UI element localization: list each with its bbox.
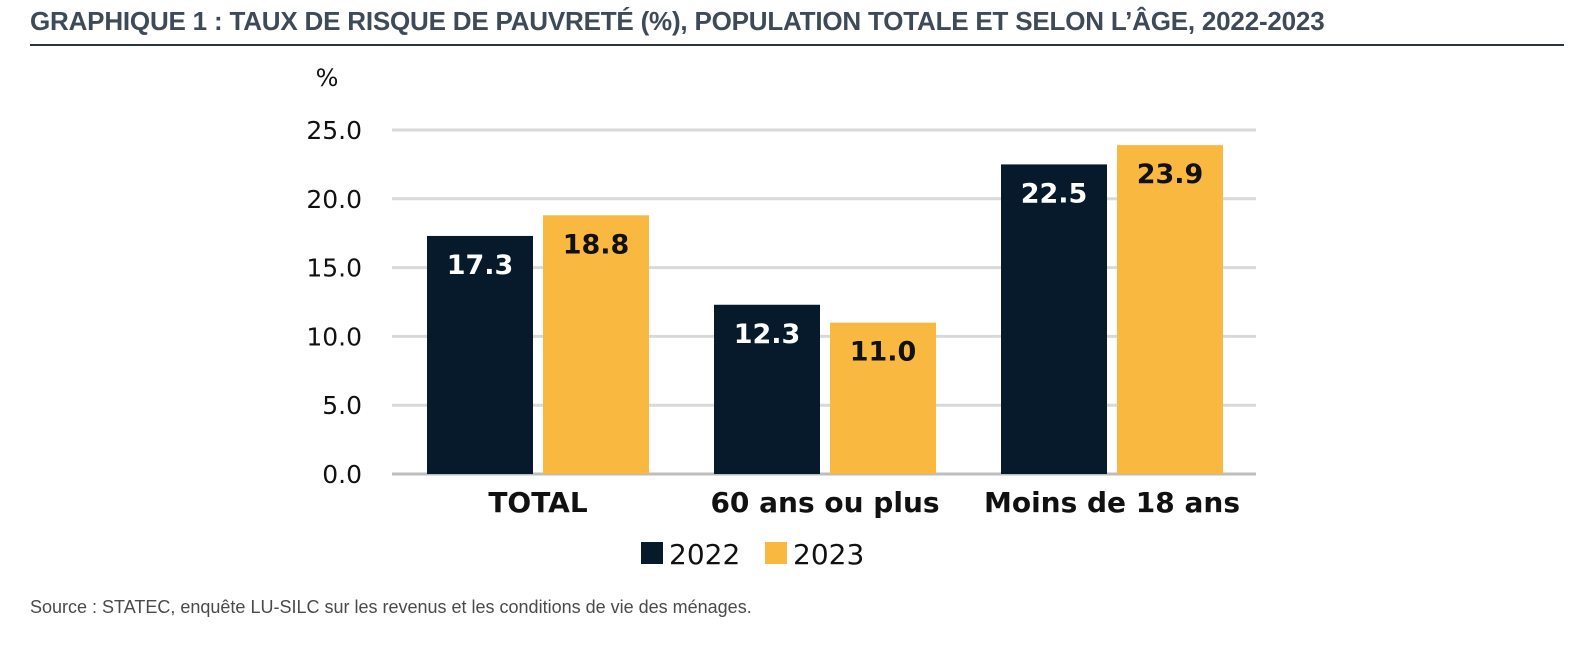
legend: 2022 2023 <box>641 538 864 571</box>
bar-chart: % 0.0 5.0 10.0 15.0 20.0 25.0 17.3 18.8 12.3 11.0… <box>306 64 1256 571</box>
x-category-label: 60 ans ou plus <box>710 486 939 519</box>
title-rule <box>30 44 1564 46</box>
x-category-label: Moins de 18 ans <box>984 486 1240 519</box>
legend-label: 2022 <box>669 538 740 571</box>
data-label: 22.5 <box>1021 178 1088 209</box>
bar-2022-2 <box>1001 164 1107 474</box>
legend-label: 2023 <box>793 538 864 571</box>
data-label: 12.3 <box>734 319 801 350</box>
bar-2023-2 <box>1117 145 1223 475</box>
data-label: 17.3 <box>447 250 514 281</box>
y-axis-unit-label: % <box>316 64 339 92</box>
bar-2023-1 <box>830 322 936 474</box>
x-axis: TOTAL 60 ans ou plus Moins de 18 ans <box>488 486 1240 519</box>
legend-swatch-2023 <box>765 542 787 564</box>
bar-2022-1 <box>714 304 820 474</box>
bar-2023-0 <box>543 215 649 474</box>
y-tick-label: 5.0 <box>322 391 362 420</box>
data-label: 18.8 <box>563 229 630 260</box>
bar-2022-0 <box>427 235 533 474</box>
y-tick-label: 15.0 <box>306 254 362 283</box>
source-note: Source : STATEC, enquête LU-SILC sur les… <box>30 597 752 617</box>
x-category-label: TOTAL <box>488 486 587 519</box>
data-label: 23.9 <box>1137 159 1204 190</box>
gridlines <box>392 128 1256 476</box>
y-axis: % 0.0 5.0 10.0 15.0 20.0 25.0 <box>306 64 362 489</box>
chart-title: GRAPHIQUE 1 : TAUX DE RISQUE DE PAUVRETÉ… <box>30 6 1325 36</box>
y-tick-label: 0.0 <box>322 460 362 489</box>
bars: 17.3 18.8 12.3 11.0 22.5 23.9 <box>427 145 1223 475</box>
legend-swatch-2022 <box>641 542 663 564</box>
y-tick-label: 20.0 <box>306 185 362 214</box>
y-tick-label: 10.0 <box>306 322 362 351</box>
y-tick-label: 25.0 <box>306 116 362 145</box>
data-label: 11.0 <box>850 337 917 368</box>
